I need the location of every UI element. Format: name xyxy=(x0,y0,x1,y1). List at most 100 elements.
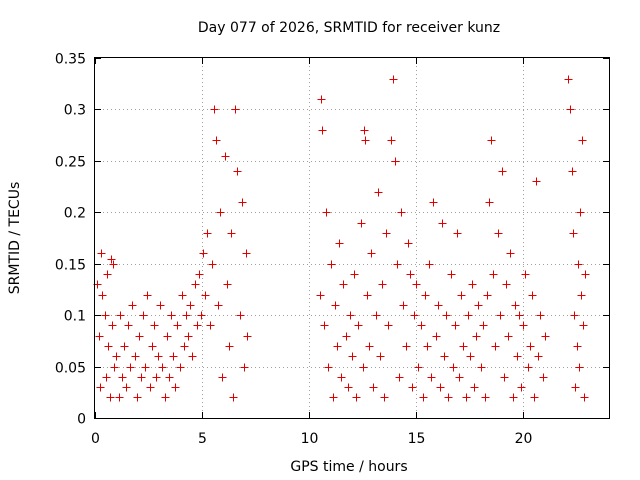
data-point xyxy=(120,342,129,351)
data-point xyxy=(141,363,150,372)
data-point xyxy=(372,311,381,320)
data-point xyxy=(384,321,393,330)
data-point xyxy=(158,363,167,372)
data-point xyxy=(96,383,105,392)
data-point xyxy=(193,321,202,330)
data-point xyxy=(474,301,483,310)
data-point xyxy=(333,342,342,351)
data-point xyxy=(472,332,481,341)
y-tick-label: 0.1 xyxy=(64,309,86,325)
data-point xyxy=(496,311,505,320)
data-point xyxy=(169,352,178,361)
data-point xyxy=(317,95,326,104)
data-point xyxy=(521,270,530,279)
data-point xyxy=(126,363,135,372)
data-point xyxy=(578,136,587,145)
data-point xyxy=(316,291,325,300)
data-point xyxy=(363,291,372,300)
data-point xyxy=(391,157,400,166)
data-point xyxy=(208,260,217,269)
data-point xyxy=(214,301,223,310)
data-point xyxy=(178,291,187,300)
y-tick-label: 0.05 xyxy=(55,361,86,377)
y-tick-label: 0.3 xyxy=(64,103,86,119)
x-tick-label: 20 xyxy=(515,431,533,447)
data-point xyxy=(154,352,163,361)
y-tick-label: 0.25 xyxy=(55,155,86,171)
x-axis-label: GPS time / hours xyxy=(290,459,407,475)
data-point xyxy=(410,311,419,320)
data-point xyxy=(541,332,550,341)
data-point xyxy=(571,383,580,392)
data-point xyxy=(218,373,227,382)
data-point xyxy=(148,342,157,351)
data-point xyxy=(528,291,537,300)
data-point xyxy=(98,291,107,300)
data-point xyxy=(171,383,180,392)
data-point xyxy=(352,393,361,402)
data-point xyxy=(570,311,579,320)
data-point xyxy=(225,342,234,351)
data-point xyxy=(477,363,486,372)
data-point xyxy=(337,373,346,382)
data-point xyxy=(423,342,432,351)
data-point xyxy=(167,311,176,320)
data-point xyxy=(444,393,453,402)
data-point xyxy=(324,363,333,372)
data-point xyxy=(438,219,447,228)
data-point xyxy=(566,105,575,114)
data-point xyxy=(243,332,252,341)
data-point xyxy=(186,301,195,310)
data-point xyxy=(569,229,578,238)
data-point xyxy=(102,373,111,382)
x-tick-label: 15 xyxy=(408,431,426,447)
data-point xyxy=(457,291,466,300)
data-point xyxy=(491,342,500,351)
data-point xyxy=(483,291,492,300)
data-point xyxy=(327,260,336,269)
data-point xyxy=(128,301,137,310)
data-point xyxy=(233,167,242,176)
data-point xyxy=(350,270,359,279)
data-point xyxy=(526,342,535,351)
data-point xyxy=(342,332,351,341)
data-point xyxy=(406,270,415,279)
data-point xyxy=(357,219,366,228)
axis-ticks xyxy=(95,58,609,419)
data-point xyxy=(494,229,503,238)
data-point xyxy=(417,321,426,330)
data-point xyxy=(532,177,541,186)
x-tick-label: 5 xyxy=(198,431,207,447)
data-point xyxy=(536,311,545,320)
data-point xyxy=(361,136,370,145)
data-point xyxy=(348,352,357,361)
data-point xyxy=(485,198,494,207)
data-point xyxy=(451,321,460,330)
data-point xyxy=(101,311,110,320)
data-point xyxy=(104,342,113,351)
data-point xyxy=(365,342,374,351)
data-point xyxy=(329,393,338,402)
data-point xyxy=(135,332,144,341)
data-point xyxy=(414,363,423,372)
data-point xyxy=(539,373,548,382)
data-point xyxy=(389,75,398,84)
data-point xyxy=(242,249,251,258)
data-point xyxy=(498,167,507,176)
chart-title: Day 077 of 2026, SRMTID for receiver kun… xyxy=(198,20,500,36)
data-point xyxy=(408,383,417,392)
data-point xyxy=(180,342,189,351)
data-point xyxy=(412,280,421,289)
y-tick-label: 0.15 xyxy=(55,258,86,274)
data-point xyxy=(107,255,116,264)
data-point xyxy=(459,342,468,351)
data-point xyxy=(380,393,389,402)
data-point xyxy=(318,126,327,135)
data-point xyxy=(191,280,200,289)
data-point xyxy=(574,260,583,269)
data-point xyxy=(513,352,522,361)
data-point xyxy=(240,363,249,372)
data-point xyxy=(359,363,368,372)
data-point xyxy=(568,167,577,176)
